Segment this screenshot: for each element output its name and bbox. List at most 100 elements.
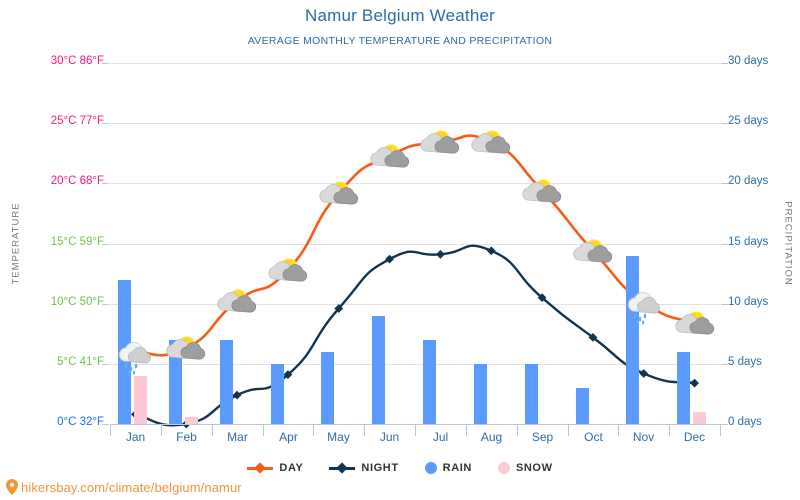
sun-cloud-icon (570, 236, 616, 266)
watermark-text: hikersbay.com/climate/belgium/namur (21, 479, 242, 495)
snow-bar (134, 375, 147, 424)
tick-mark (721, 123, 728, 124)
tick-mark (721, 63, 728, 64)
x-axis-tick (313, 424, 314, 436)
weather-icons-layer (110, 63, 720, 424)
y-axis-title-precipitation: PRECIPITATION (782, 201, 794, 286)
gridline (110, 304, 720, 305)
y-axis-left-tick-label: 20°C 68°F (50, 175, 104, 188)
night-data-point (283, 370, 293, 380)
tick-mark (102, 183, 109, 184)
legend-label-snow: SNOW (515, 462, 553, 474)
y-axis-right-tick-label: 10 days (728, 295, 769, 308)
y-axis-left-tick-label: 10°C 50°F (50, 295, 104, 308)
x-axis-tick (110, 424, 111, 436)
x-axis-label: Oct (584, 430, 603, 444)
x-axis-label: Dec (683, 430, 706, 444)
rain-bar (473, 363, 487, 424)
location-pin-icon (6, 479, 18, 495)
sun-cloud-icon (468, 127, 514, 157)
y-axis-left-tick-label: 5°C 41°F (57, 355, 104, 368)
legend-item-rain[interactable]: RAIN (424, 462, 472, 474)
x-axis-tick (568, 424, 569, 436)
night-data-point (588, 332, 598, 342)
x-axis-label: Jan (125, 430, 146, 444)
rain-bar (524, 363, 538, 424)
tick-mark (721, 424, 728, 425)
gridline (110, 183, 720, 184)
legend-label-rain: RAIN (442, 462, 472, 474)
sun-cloud-icon (672, 308, 718, 338)
x-axis-tick (212, 424, 213, 436)
tick-mark (102, 364, 109, 365)
x-axis-tick (161, 424, 162, 436)
sun-cloud-icon (214, 286, 260, 316)
tick-mark (721, 304, 728, 305)
rain-bar (321, 351, 335, 424)
x-axis-tick (720, 424, 721, 436)
page-title: Namur Belgium Weather (304, 6, 495, 25)
rain-bar (219, 339, 233, 424)
x-axis-label: Jul (432, 430, 449, 444)
y-axis-left-tick-label: 30°C 86°F (50, 55, 104, 67)
x-axis-tick (669, 424, 670, 436)
x-axis-tick (517, 424, 518, 436)
x-axis-label: May (327, 430, 350, 444)
tick-mark (721, 364, 728, 365)
tick-mark (102, 424, 109, 425)
y-axis-right-tick-label: 15 days (728, 235, 769, 248)
night-data-point (486, 246, 496, 256)
rain-bar (677, 351, 691, 424)
tick-mark (721, 183, 728, 184)
legend-label-day: DAY (279, 462, 304, 474)
gridline (110, 123, 720, 124)
snow-bar (184, 416, 198, 424)
x-axis-label: Nov (632, 430, 655, 444)
x-axis-label: Aug (480, 430, 503, 444)
y-axis-right-tick-label: 25 days (728, 115, 769, 128)
night-data-point (690, 378, 699, 388)
night-data-point (334, 304, 344, 313)
y-axis-right-tick-label: 30 days (728, 55, 769, 67)
x-axis-label: Mar (227, 430, 248, 444)
x-axis-tick (415, 424, 416, 436)
y-axis-right-tick-label: 0 days (728, 416, 762, 428)
tick-mark (721, 244, 728, 245)
y-axis-right-tick-label: 5 days (728, 355, 762, 368)
rain-bar (270, 363, 284, 424)
legend-item-night[interactable]: NIGHT (329, 462, 398, 474)
x-axis-tick (263, 424, 264, 436)
sun-cloud-icon (316, 178, 362, 208)
legend-dot-marker-snow (497, 462, 510, 474)
rain-bar (168, 339, 182, 424)
legend-item-day[interactable]: DAY (247, 462, 303, 474)
sun-cloud-icon (519, 176, 565, 206)
y-axis-left-tick-label: 0°C 32°F (57, 416, 104, 428)
rain-cloud-icon (621, 289, 667, 325)
x-axis-label: Feb (176, 430, 197, 444)
gridline (110, 244, 720, 245)
y-axis-left-tick-label: 15°C 59°F (50, 235, 104, 248)
snow-bar (693, 411, 707, 424)
watermark[interactable]: hikersbay.com/climate/belgium/namur (6, 479, 242, 495)
sun-cloud-icon (163, 333, 209, 363)
rain-cloud-icon (112, 339, 158, 375)
x-axis-tick (364, 424, 365, 436)
night-data-point (385, 254, 394, 264)
legend-dot-marker-rain (424, 462, 437, 474)
night-data-point (436, 249, 445, 259)
legend-label-night: NIGHT (361, 462, 399, 474)
sun-cloud-icon (367, 141, 413, 171)
x-axis-tick (466, 424, 467, 436)
x-axis-tick (618, 424, 619, 436)
plot-area (110, 63, 720, 429)
page-subtitle: AVERAGE MONTHLY TEMPERATURE AND PRECIPIT… (247, 35, 553, 47)
x-axis-label: Sep (531, 430, 554, 444)
rain-bar (423, 339, 436, 424)
legend-item-snow[interactable]: SNOW (497, 462, 553, 474)
tick-mark (102, 63, 109, 64)
y-axis-left-tick-label: 25°C 77°F (50, 115, 104, 128)
tick-mark (102, 304, 109, 305)
tick-mark (102, 244, 109, 245)
